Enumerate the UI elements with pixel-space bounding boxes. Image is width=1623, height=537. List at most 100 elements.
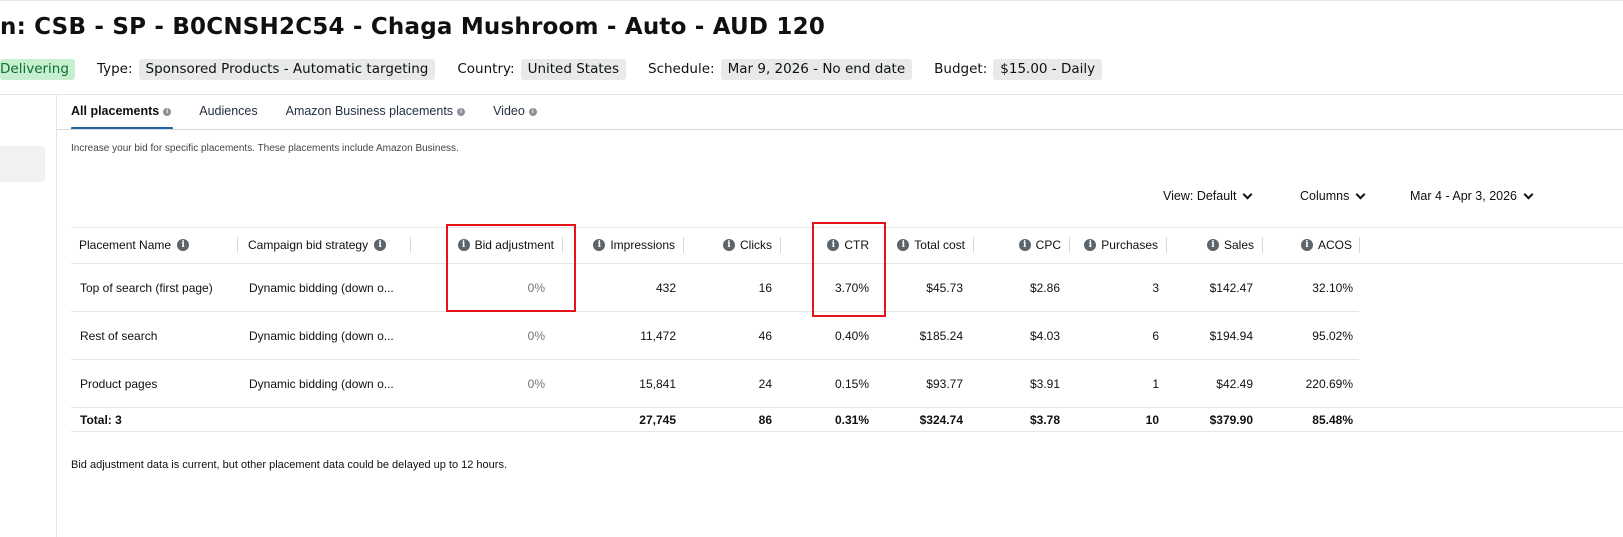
column-divider[interactable] — [1166, 237, 1167, 253]
bid-strategy-cell[interactable]: Dynamic bidding (down o... — [249, 377, 394, 391]
impressions-cell: 432 — [655, 281, 676, 295]
col-header-bid-strategy[interactable]: Campaign bid strategy i — [248, 236, 387, 254]
header-label: Placement Name — [79, 238, 172, 252]
bid-strategy-cell[interactable]: Dynamic bidding (down o... — [249, 329, 394, 343]
info-icon[interactable]: i — [723, 239, 735, 251]
sales-cell: $194.94 — [1209, 329, 1253, 343]
ctr-cell: 0.40% — [834, 329, 869, 343]
chevron-down-icon — [1523, 189, 1534, 199]
column-divider[interactable] — [237, 237, 238, 253]
column-divider[interactable] — [683, 237, 684, 253]
column-divider[interactable] — [1359, 237, 1360, 253]
placement-name-cell: Rest of search — [80, 329, 158, 343]
columns-dropdown[interactable]: Columns — [1300, 189, 1366, 203]
tab-all-placements[interactable]: All placements i — [71, 95, 174, 130]
tabs-divider — [57, 129, 1623, 130]
tab-amazon-business-placements[interactable]: Amazon Business placements i — [285, 95, 466, 130]
col-header-acos[interactable]: i ACOS — [1280, 236, 1352, 254]
view-dropdown[interactable]: View: Default — [1163, 189, 1253, 203]
chevron-down-icon — [1355, 189, 1366, 199]
column-divider[interactable] — [562, 237, 563, 253]
sidebar-selected-item[interactable] — [0, 146, 45, 182]
bid-adjustment-cell[interactable]: 0% — [527, 281, 545, 295]
date-range-dropdown[interactable]: Mar 4 - Apr 3, 2026 — [1410, 189, 1534, 203]
column-divider[interactable] — [780, 237, 781, 253]
footnote: Bid adjustment data is current, but othe… — [71, 459, 507, 471]
col-header-impressions[interactable]: i Impressions — [580, 236, 675, 254]
columns-label: Columns — [1300, 189, 1350, 203]
column-divider[interactable] — [1069, 237, 1070, 253]
info-icon[interactable]: i — [1018, 239, 1031, 251]
header-label: Sales — [1223, 238, 1254, 252]
column-divider[interactable] — [410, 237, 411, 253]
tab-video[interactable]: Video i — [493, 95, 537, 130]
info-icon[interactable]: i — [457, 108, 466, 116]
left-rail-divider — [56, 95, 57, 537]
table-top-border — [71, 227, 1623, 228]
row-divider — [71, 311, 1359, 312]
type-value: Sponsored Products - Automatic targeting — [138, 58, 436, 80]
info-icon[interactable]: i — [1206, 239, 1219, 251]
header-label: CTR — [844, 238, 869, 252]
sales-cell: $42.49 — [1216, 377, 1253, 391]
impressions-cell: 15,841 — [639, 377, 676, 391]
budget-label: Budget: — [934, 61, 988, 77]
total-cost-cell: $93.77 — [926, 377, 963, 391]
info-icon[interactable]: i — [593, 239, 606, 251]
country-value: United States — [520, 58, 626, 80]
cpc-cell: $3.91 — [1029, 377, 1060, 391]
total-label: Total: 3 — [80, 413, 122, 427]
total-cost-cell: $45.73 — [926, 281, 963, 295]
info-icon[interactable]: i — [1300, 239, 1313, 251]
col-header-ctr[interactable]: i CTR — [800, 236, 869, 254]
header-row-divider — [71, 263, 1623, 264]
budget-value[interactable]: $15.00 - Daily — [993, 58, 1103, 80]
row-divider — [71, 407, 1623, 408]
info-icon[interactable]: i — [457, 239, 470, 251]
helper-text: Increase your bid for specific placement… — [71, 143, 459, 154]
sales-cell: $142.47 — [1209, 281, 1253, 295]
info-icon[interactable]: i — [177, 239, 190, 251]
tab-audiences[interactable]: Audiences — [199, 95, 257, 130]
bid-adjustment-cell[interactable]: 0% — [527, 377, 545, 391]
top-border — [0, 0, 1623, 1]
col-header-clicks[interactable]: i Clicks — [700, 236, 772, 254]
info-icon[interactable]: i — [897, 239, 910, 251]
column-divider[interactable] — [973, 237, 974, 253]
header-label: Impressions — [610, 238, 675, 252]
info-icon[interactable]: i — [374, 239, 387, 251]
tab-label: Audiences — [199, 104, 258, 118]
page-title: n: CSB - SP - B0CNSH2C54 - Chaga Mushroo… — [0, 14, 826, 40]
info-icon[interactable]: i — [827, 239, 840, 251]
total-impressions: 27,745 — [639, 413, 676, 427]
total-clicks: 86 — [758, 413, 772, 427]
impressions-cell: 11,472 — [640, 329, 676, 343]
schedule-value[interactable]: Mar 9, 2026 - No end date — [720, 58, 913, 80]
date-range-label: Mar 4 - Apr 3, 2026 — [1410, 189, 1518, 203]
col-header-placement-name[interactable]: Placement Name i — [79, 236, 190, 254]
col-header-cpc[interactable]: i CPC — [990, 236, 1061, 254]
tab-label: Amazon Business placements — [285, 104, 454, 118]
bid-strategy-cell[interactable]: Dynamic bidding (down o... — [249, 281, 394, 295]
info-icon[interactable]: i — [163, 108, 172, 116]
header-label: Campaign bid strategy — [248, 238, 369, 252]
total-cpc: $3.78 — [1029, 413, 1060, 427]
cpc-cell: $4.03 — [1029, 329, 1060, 343]
col-header-purchases[interactable]: i Purchases — [1075, 236, 1158, 254]
header-label: CPC — [1035, 238, 1061, 252]
info-icon[interactable]: i — [1084, 239, 1097, 251]
acos-cell: 95.02% — [1312, 329, 1353, 343]
column-divider[interactable] — [1262, 237, 1263, 253]
header-label: Total cost — [914, 238, 965, 252]
bid-adjustment-cell[interactable]: 0% — [527, 329, 545, 343]
info-icon[interactable]: i — [528, 108, 537, 116]
col-header-sales[interactable]: i Sales — [1180, 236, 1254, 254]
bid-adjustment-highlight — [446, 224, 576, 312]
campaign-meta: Delivering Type: Sponsored Products - Au… — [0, 58, 1124, 80]
col-header-total-cost[interactable]: i Total cost — [885, 236, 965, 254]
ctr-cell: 0.15% — [834, 377, 869, 391]
type-label: Type: — [96, 61, 133, 77]
total-purchases: 10 — [1145, 413, 1159, 427]
acos-cell: 32.10% — [1312, 281, 1353, 295]
col-header-bid-adjustment[interactable]: i Bid adjustment — [448, 236, 554, 254]
